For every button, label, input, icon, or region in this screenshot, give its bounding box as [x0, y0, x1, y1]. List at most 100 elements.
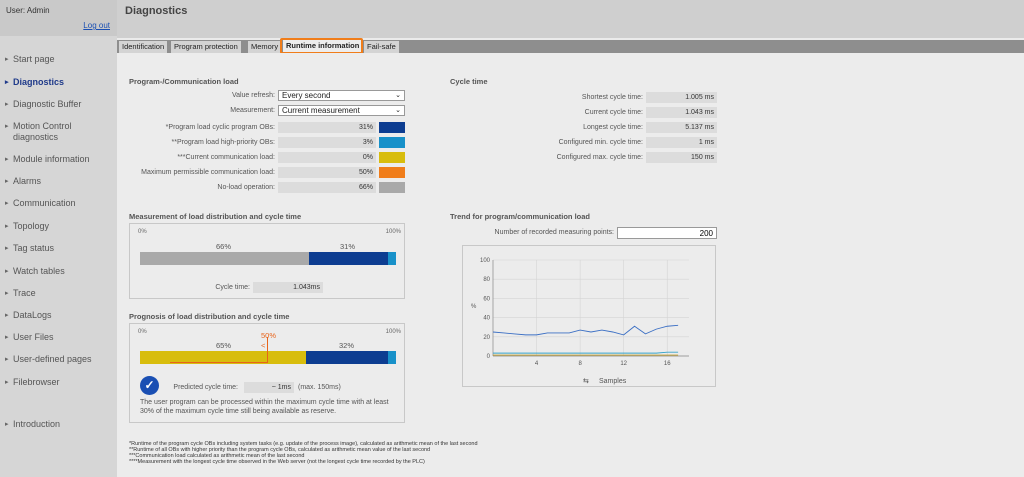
sidebar-item-diagnostic-buffer[interactable]: ▸ Diagnostic Buffer [0, 99, 117, 110]
sidebar-item-tag-status[interactable]: ▸ Tag status [0, 243, 117, 254]
prognosis-comm-label: 65% [216, 341, 232, 350]
chevron-right-icon: ▸ [5, 178, 9, 185]
prognosis-bar [140, 351, 396, 364]
tab-program-protection[interactable]: Program protection [171, 41, 241, 53]
y-tick-label: 100 [480, 258, 491, 264]
load-row-swatch [379, 137, 405, 148]
sidebar-item-label: User Files [13, 332, 54, 342]
sidebar-item-trace[interactable]: ▸ Trace [0, 288, 117, 299]
sidebar: User: Admin Log out ▸ Start page ▸ Diagnost… [0, 0, 117, 477]
sidebar-item-alarms[interactable]: ▸ Alarms [0, 176, 117, 187]
prognosis-max-comm-label: 50% [261, 331, 277, 340]
prognosis-scale-max: 100% [385, 329, 401, 335]
predicted-label: Predicted cycle time: [173, 384, 238, 391]
header: Diagnostics [117, 0, 1024, 38]
cycle-row-value: 150 ms [646, 152, 717, 163]
distribution-scale-max: 100% [385, 229, 401, 235]
footnote: ***Communication load calculated as arit… [129, 453, 305, 459]
footnotes: *Runtime of the program cycle OBs includ… [129, 441, 729, 465]
chevron-right-icon: ▸ [5, 356, 9, 363]
x-tick-label: 8 [578, 361, 582, 367]
trend-title: Trend for program/communication load [450, 212, 591, 221]
sidebar-item-introduction[interactable]: ▸ Introduction [0, 419, 117, 430]
tab-identification[interactable]: Identification [119, 41, 168, 53]
user-box: User: Admin Log out [0, 0, 117, 36]
footnote: **Runtime of all OBs with higher priorit… [129, 447, 431, 453]
load-row-value: 31% [278, 122, 376, 133]
cycle-row-label: Configured min. cycle time: [558, 139, 643, 146]
chevron-right-icon: ▸ [5, 290, 9, 297]
sidebar-item-label: Alarms [13, 176, 42, 186]
sidebar-item-label: Diagnostics [13, 77, 65, 87]
active-tab-highlight [280, 38, 363, 54]
logout-link[interactable]: Log out [83, 21, 110, 30]
measurement-select[interactable]: Current measurement ⌄ [278, 105, 405, 116]
chevron-down-icon: ⌄ [395, 92, 401, 99]
measurement-label: Measurement: [230, 107, 275, 114]
cycle-row-label: Longest cycle time: [583, 124, 643, 131]
tab-runtime-information[interactable]: Runtime information [283, 40, 363, 53]
sidebar-item-motion-control-diagnostics[interactable]: ▸ Motion Control diagnostics [0, 121, 117, 143]
chevron-right-icon: ▸ [5, 56, 9, 63]
distribution-cycle-label: Cycle time: [215, 284, 250, 291]
load-row-value: 3% [278, 137, 376, 148]
chevron-right-icon: ▸ [5, 379, 9, 386]
cyclic-segment [306, 351, 388, 364]
tab-fail-safe[interactable]: Fail-safe [364, 41, 399, 53]
load-row-label: No-load operation: [217, 184, 275, 191]
series-line-2 [493, 351, 679, 354]
chevron-right-icon: ▸ [5, 223, 9, 230]
main-content: Program-/Communication load Value refres… [117, 53, 1024, 477]
prognosis-scale-min: 0% [138, 329, 147, 335]
cyclic-segment [309, 252, 388, 265]
tab-bar: Identification Program protection Memory… [117, 40, 1024, 53]
load-row-label: ***Current communication load: [177, 154, 275, 161]
sidebar-item-filebrowser[interactable]: ▸ Filebrowser [0, 377, 117, 388]
load-row-value: 0% [278, 152, 376, 163]
sidebar-item-communication[interactable]: ▸ Communication [0, 198, 117, 209]
sidebar-item-user-defined-pages[interactable]: ▸ User-defined pages [0, 354, 117, 365]
sidebar-item-diagnostics[interactable]: ▸ Diagnostics [0, 77, 117, 88]
distribution-bar [140, 252, 396, 265]
cycle-row-label: Configured max. cycle time: [556, 154, 643, 161]
prognosis-cyclic-label: 32% [339, 341, 355, 350]
chevron-right-icon: ▸ [5, 312, 9, 319]
sidebar-item-user-files[interactable]: ▸ User Files [0, 332, 117, 343]
chevron-right-icon: ▸ [5, 245, 9, 252]
check-circle-icon: ✓ [140, 376, 159, 395]
load-row-swatch [379, 167, 405, 178]
load-row-value: 50% [278, 167, 376, 178]
chevron-down-icon: ⌄ [395, 107, 401, 114]
sidebar-item-module-information[interactable]: ▸ Module information [0, 154, 117, 165]
y-tick-label: 80 [483, 277, 490, 283]
load-row-swatch [379, 122, 405, 133]
distribution-panel: 0% 100% 66% 31% Cycle time: 1.043ms [129, 223, 405, 299]
x-tick-label: 4 [535, 361, 539, 367]
sidebar-item-label: Module information [13, 154, 90, 164]
y-tick-label: 60 [483, 296, 490, 302]
idle-segment [140, 252, 309, 265]
distribution-cycle-value: 1.043ms [253, 282, 323, 293]
points-input[interactable] [617, 227, 717, 239]
measurement-value: Current measurement [282, 106, 360, 115]
predicted-max: (max. 150ms) [298, 384, 341, 391]
sidebar-item-watch-tables[interactable]: ▸ Watch tables [0, 266, 117, 277]
sidebar-item-topology[interactable]: ▸ Topology [0, 221, 117, 232]
communication-segment [140, 351, 306, 364]
sidebar-item-label: Topology [13, 221, 50, 231]
trend-chart: 0 20 40 60 80 100 4 8 12 16% Samples ⇆ [471, 258, 689, 385]
sidebar-item-start-page[interactable]: ▸ Start page [0, 54, 117, 65]
sidebar-item-datalogs[interactable]: ▸ DataLogs [0, 310, 117, 321]
y-tick-label: 20 [483, 335, 490, 341]
x-axis-label: Samples [599, 378, 627, 385]
tab-memory[interactable]: Memory [248, 41, 282, 53]
max-comm-arrow-icon: < [261, 341, 266, 350]
chevron-right-icon: ▸ [5, 101, 9, 108]
x-tick-label: 12 [620, 361, 627, 367]
value-refresh-select[interactable]: Every second ⌄ [278, 90, 405, 101]
chevron-right-icon: ▸ [5, 268, 9, 275]
load-row-swatch [379, 182, 405, 193]
trend-chart-panel: 0 20 40 60 80 100 4 8 12 16% Samples ⇆ [462, 245, 716, 387]
max-comm-marker [170, 337, 268, 363]
distribution-title: Measurement of load distribution and cyc… [129, 212, 302, 221]
